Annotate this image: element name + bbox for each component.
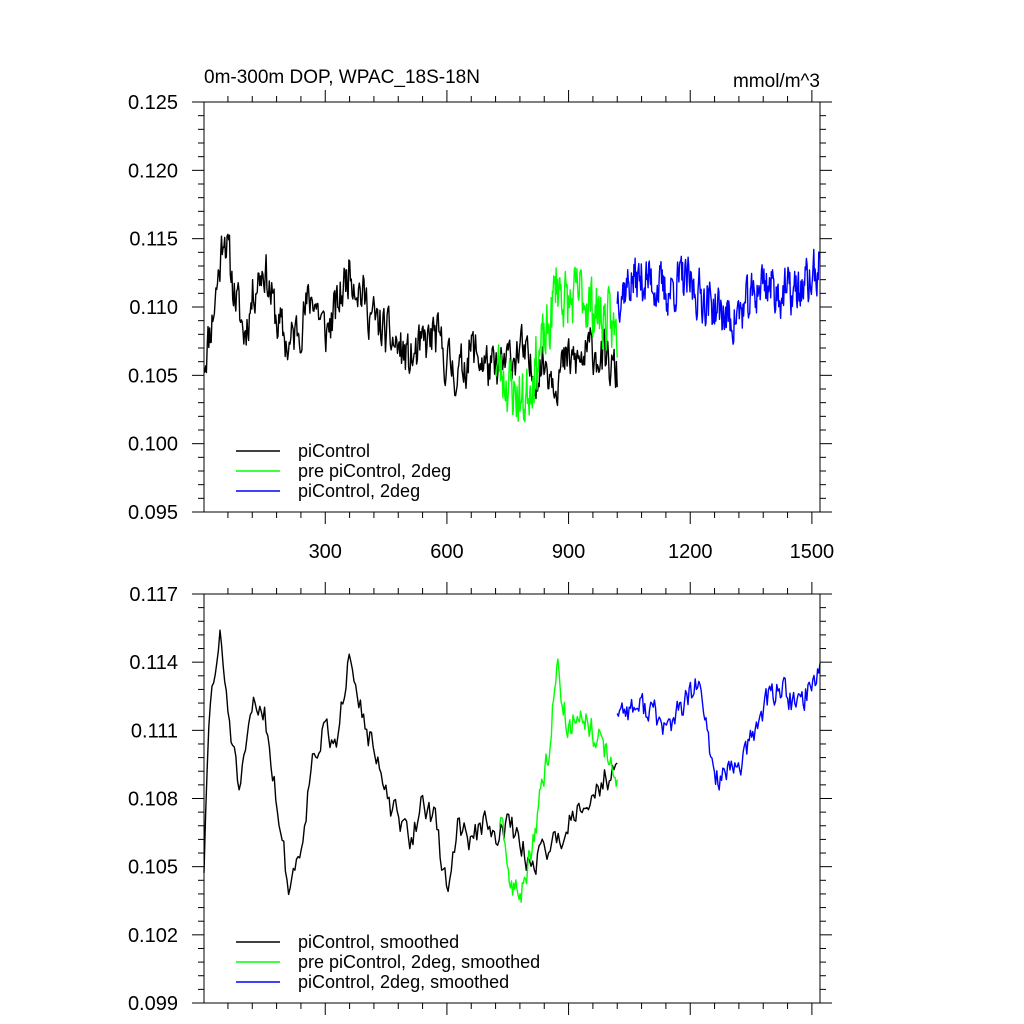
series-line-pre-picontrol-2deg <box>495 266 618 423</box>
y-tick-label: 0.110 <box>129 297 178 319</box>
smoothed-series-group <box>203 629 821 903</box>
y-tick-label: 0.111 <box>131 720 178 742</box>
units-label: mmol/m^3 <box>733 71 820 92</box>
raw-panel: 0m-300m DOP, WPAC_18S-18N mmol/m^3 0.095… <box>128 67 834 563</box>
raw-axes: 0.095 0.100 0.105 0.110 0.115 0.120 0.125 300 60… <box>128 90 834 563</box>
x-tick-label: 1500 <box>790 541 835 563</box>
smoothed-panel: 0.099 0.102 0.105 0.108 0.111 0.114 0.117 piCo… <box>128 582 832 1015</box>
legend-label-picontrol-smoothed: piControl, smoothed <box>298 932 459 952</box>
raw-legend: piControl pre piControl, 2deg piControl,… <box>236 441 451 501</box>
smoothed-legend: piControl, smoothed pre piControl, 2deg,… <box>236 932 540 992</box>
y-tick-label: 0.115 <box>129 229 178 251</box>
legend-label-pre-picontrol-2deg: pre piControl, 2deg <box>298 461 451 481</box>
x-tick-label: 900 <box>552 541 585 563</box>
x-tick-label: 1200 <box>668 541 713 563</box>
smoothed-axes: 0.099 0.102 0.105 0.108 0.111 0.114 0.117 <box>128 582 832 1015</box>
legend-label-pre-picontrol-2deg-smoothed: pre piControl, 2deg, smoothed <box>298 952 540 972</box>
legend-label-picontrol: piControl <box>298 441 370 461</box>
y-tick-label: 0.095 <box>128 502 178 524</box>
series-line-pre-picontrol-2deg-smoothed <box>498 658 618 903</box>
series-line-picontrol-2deg-smoothed <box>616 663 821 791</box>
legend-label-picontrol-2deg: piControl, 2deg <box>298 481 420 501</box>
smoothed-plot-frame <box>203 593 821 1004</box>
y-tick-label: 0.105 <box>128 365 178 387</box>
y-tick-label: 0.102 <box>128 925 178 947</box>
series-line-picontrol <box>203 233 618 407</box>
y-tick-label: 0.114 <box>129 652 178 674</box>
series-line-picontrol-smoothed <box>203 629 618 896</box>
y-tick-label: 0.117 <box>129 584 178 606</box>
series-line-picontrol-2deg <box>616 248 821 345</box>
y-tick-label: 0.120 <box>128 160 178 182</box>
y-tick-label: 0.099 <box>128 993 178 1015</box>
y-tick-label: 0.125 <box>128 92 178 114</box>
raw-series-group <box>203 233 821 423</box>
x-tick-label: 300 <box>309 541 342 563</box>
x-tick-label: 600 <box>430 541 463 563</box>
legend-label-picontrol-2deg-smoothed: piControl, 2deg, smoothed <box>298 972 509 992</box>
panel-title: 0m-300m DOP, WPAC_18S-18N <box>204 67 480 88</box>
y-tick-label: 0.108 <box>128 789 178 811</box>
y-tick-label: 0.105 <box>128 857 178 879</box>
y-tick-label: 0.100 <box>128 434 178 456</box>
